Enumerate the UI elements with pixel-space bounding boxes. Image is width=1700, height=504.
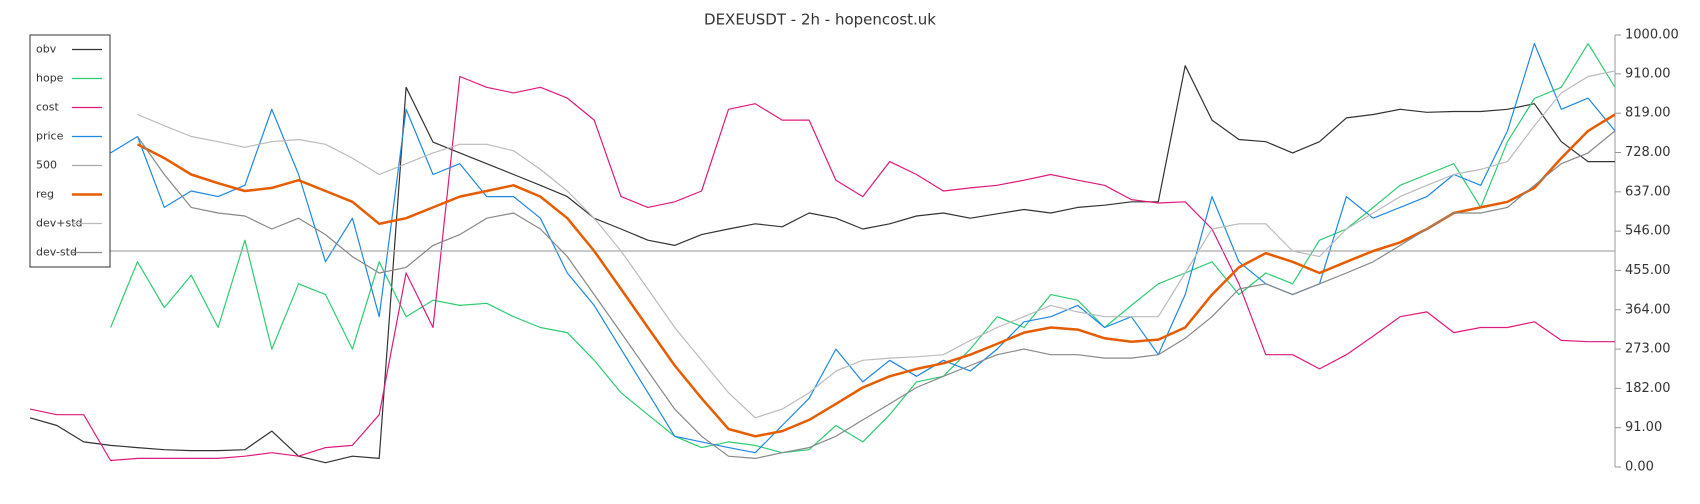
y-tick-label: 819.00 [1625,106,1671,121]
legend-box [29,34,111,268]
y-tick-label: 273.00 [1625,342,1671,357]
series-line [137,70,1616,419]
chart-title: DEXEUSDT - 2h - hopencost.uk [704,11,936,29]
y-tick-label: 91.00 [1625,420,1662,435]
y-tick-label: 910.00 [1625,66,1671,81]
legend-label: hope [36,72,64,85]
legend-label: reg [36,188,54,201]
y-tick-label: 728.00 [1625,145,1671,160]
legend: obv hope cost price 500 reg dev+std dev-std [29,34,111,268]
y-tick-label: 0.00 [1625,460,1654,475]
y-tick-label: 637.00 [1625,184,1671,199]
series-line [136,113,1616,438]
y-tick-label: 364.00 [1625,302,1671,317]
series-line [137,130,1616,459]
legend-label: cost [36,101,60,114]
series-line [29,75,1615,462]
y-tick-label: 546.00 [1625,224,1671,239]
series-line [110,43,1616,454]
y-tick-label: 455.00 [1625,263,1671,278]
legend-label: dev-std [36,246,77,259]
legend-label: 500 [36,159,57,172]
legend-label: dev+std [36,217,83,230]
series-line [110,43,1616,454]
legend-label: obv [36,43,57,56]
legend-label: price [36,130,64,143]
series-line [29,65,1615,464]
y-tick-label: 1000.00 [1625,28,1679,43]
y-tick-label: 182.00 [1625,381,1671,396]
